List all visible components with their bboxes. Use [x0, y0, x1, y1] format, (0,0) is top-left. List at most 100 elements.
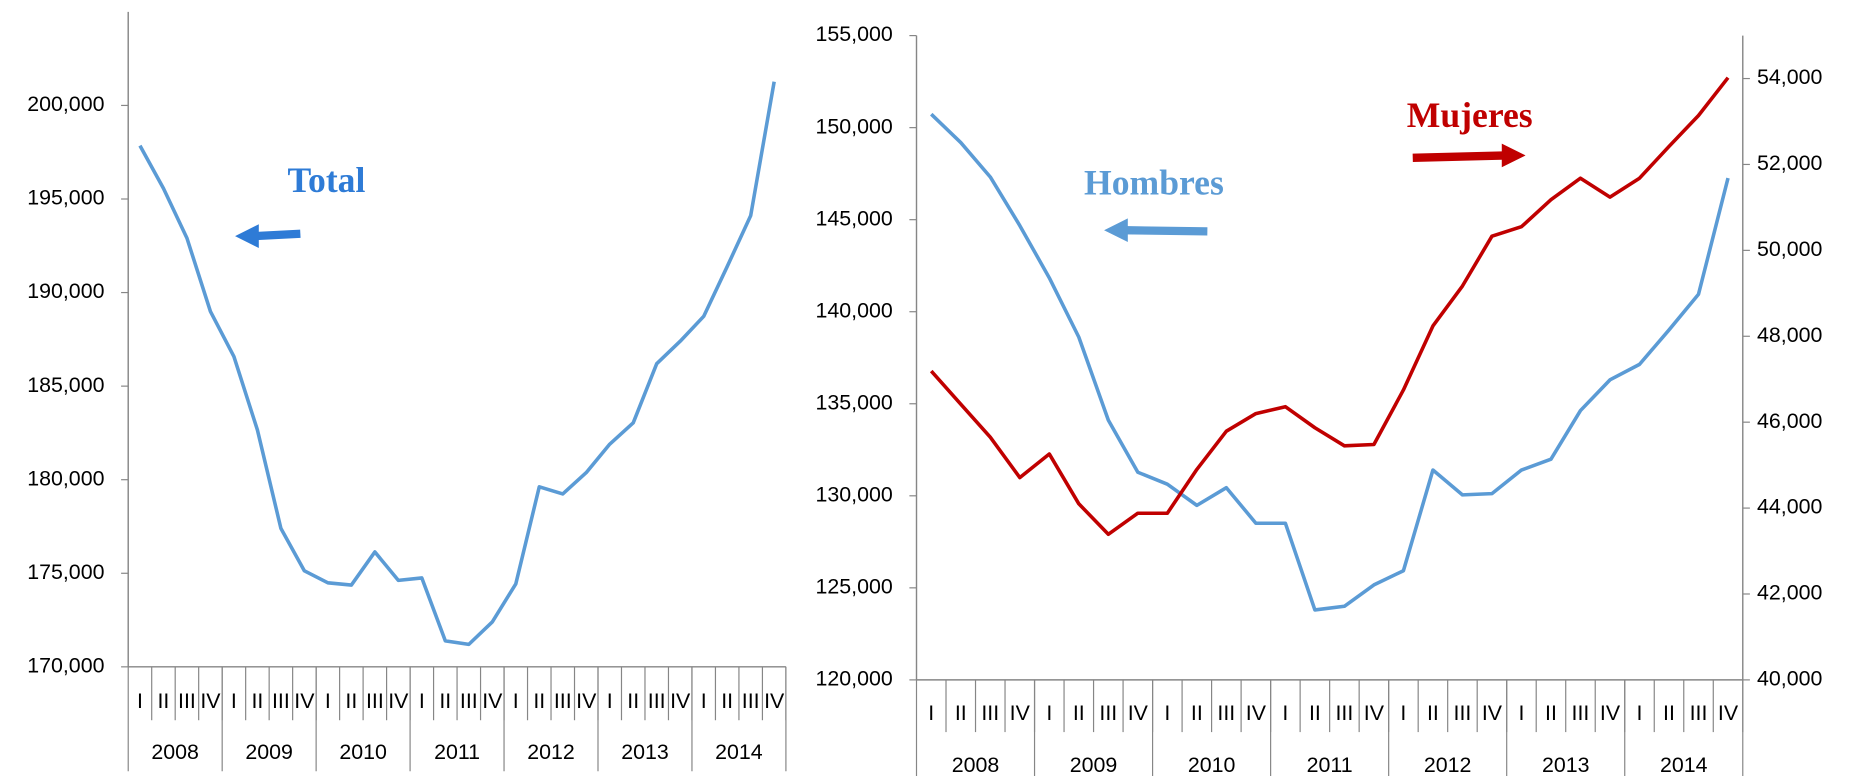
x-tick-label: I [231, 689, 237, 713]
y2-tick-label: 50,000 [1757, 237, 1822, 261]
x-tick-label: IV [1600, 701, 1621, 725]
y-tick-label: 120,000 [816, 667, 893, 691]
x-tick-label: II [1663, 701, 1675, 725]
x-tick-label: III [742, 689, 760, 713]
x-tick-label: III [648, 689, 666, 713]
y2-tick-label: 54,000 [1757, 65, 1822, 89]
x-tick-label: II [439, 689, 451, 713]
year-label: 2012 [527, 740, 575, 764]
x-tick-label: II [1309, 701, 1321, 725]
x-tick-label: III [460, 689, 478, 713]
x-tick-label: I [1518, 701, 1524, 725]
x-tick-label: IV [764, 689, 785, 713]
x-tick-label: IV [294, 689, 315, 713]
x-tick-label: III [366, 689, 384, 713]
arrow-shaft [1123, 226, 1208, 236]
x-tick-label: III [178, 689, 196, 713]
y2-tick-label: 46,000 [1757, 409, 1822, 433]
x-tick-label: III [981, 701, 999, 725]
year-label: 2013 [1542, 753, 1590, 776]
x-tick-label: IV [1010, 701, 1031, 725]
y-tick-label: 175,000 [27, 560, 104, 584]
x-tick-label: II [721, 689, 733, 713]
y-tick-label: 140,000 [816, 298, 893, 322]
year-label: 2009 [245, 740, 293, 764]
x-tick-label: I [1400, 701, 1406, 725]
series-label: Total [288, 160, 366, 200]
x-tick-label: II [158, 689, 170, 713]
x-tick-label: II [1191, 701, 1203, 725]
year-label: 2010 [1188, 753, 1236, 776]
x-tick-label: IV [1246, 701, 1267, 725]
x-tick-label: IV [200, 689, 221, 713]
x-tick-label: I [928, 701, 934, 725]
x-tick-label: IV [1718, 701, 1739, 725]
x-tick-label: III [1454, 701, 1472, 725]
year-label: 2008 [952, 753, 1000, 776]
x-tick-label: II [1545, 701, 1557, 725]
year-label: 2014 [715, 740, 763, 764]
x-tick-label: IV [1128, 701, 1149, 725]
y-tick-label: 200,000 [27, 92, 104, 116]
x-tick-label: I [325, 689, 331, 713]
x-tick-label: IV [388, 689, 409, 713]
x-tick-label: II [251, 689, 263, 713]
y-tick-label: 130,000 [816, 482, 893, 506]
year-label: 2013 [621, 740, 669, 764]
y-tick-label: 125,000 [816, 574, 893, 598]
y2-tick-label: 52,000 [1757, 151, 1822, 175]
x-tick-label: I [513, 689, 519, 713]
x-tick-label: II [627, 689, 639, 713]
y-tick-label: 180,000 [27, 466, 104, 490]
y-tick-label: 155,000 [816, 22, 893, 46]
arrow-shaft [1412, 151, 1507, 162]
x-tick-label: III [1690, 701, 1708, 725]
year-label: 2009 [1070, 753, 1118, 776]
arrow-head [1501, 143, 1526, 168]
x-tick-label: II [345, 689, 357, 713]
series-line [930, 112, 1730, 612]
y2-tick-label: 42,000 [1757, 581, 1822, 605]
y-tick-label: 195,000 [27, 186, 104, 210]
y-tick-label: 135,000 [816, 390, 893, 414]
y2-tick-label: 48,000 [1757, 323, 1822, 347]
y-tick-label: 190,000 [27, 279, 104, 303]
x-tick-label: I [1637, 701, 1643, 725]
arrow-head [235, 224, 259, 248]
x-tick-label: I [1282, 701, 1288, 725]
x-tick-label: IV [1482, 701, 1503, 725]
y-tick-label: 145,000 [816, 206, 893, 230]
y-tick-label: 150,000 [816, 114, 893, 138]
x-tick-label: I [701, 689, 707, 713]
series-line [138, 81, 776, 647]
y-tick-label: 170,000 [27, 653, 104, 677]
x-tick-label: I [137, 689, 143, 713]
year-label: 2011 [434, 740, 480, 764]
x-tick-label: IV [482, 689, 503, 713]
x-tick-label: IV [670, 689, 691, 713]
x-tick-label: III [272, 689, 290, 713]
x-tick-label: I [1046, 701, 1052, 725]
x-tick-label: III [554, 689, 572, 713]
x-tick-label: III [1335, 701, 1353, 725]
x-tick-label: I [419, 689, 425, 713]
series-line [929, 76, 1730, 537]
x-tick-label: II [1073, 701, 1085, 725]
x-tick-label: IV [1364, 701, 1385, 725]
year-label: 2011 [1307, 753, 1353, 776]
x-tick-label: I [1164, 701, 1170, 725]
arrow-head [1104, 218, 1128, 243]
series-label: Hombres [1084, 162, 1224, 202]
y2-tick-label: 40,000 [1757, 667, 1822, 691]
x-tick-label: IV [576, 689, 597, 713]
x-tick-label: II [955, 701, 967, 725]
x-tick-label: III [1099, 701, 1117, 725]
y-tick-label: 185,000 [27, 373, 104, 397]
x-tick-label: I [607, 689, 613, 713]
year-label: 2008 [151, 740, 199, 764]
arrow-shaft [253, 229, 301, 241]
year-label: 2010 [339, 740, 387, 764]
year-label: 2014 [1660, 753, 1708, 776]
